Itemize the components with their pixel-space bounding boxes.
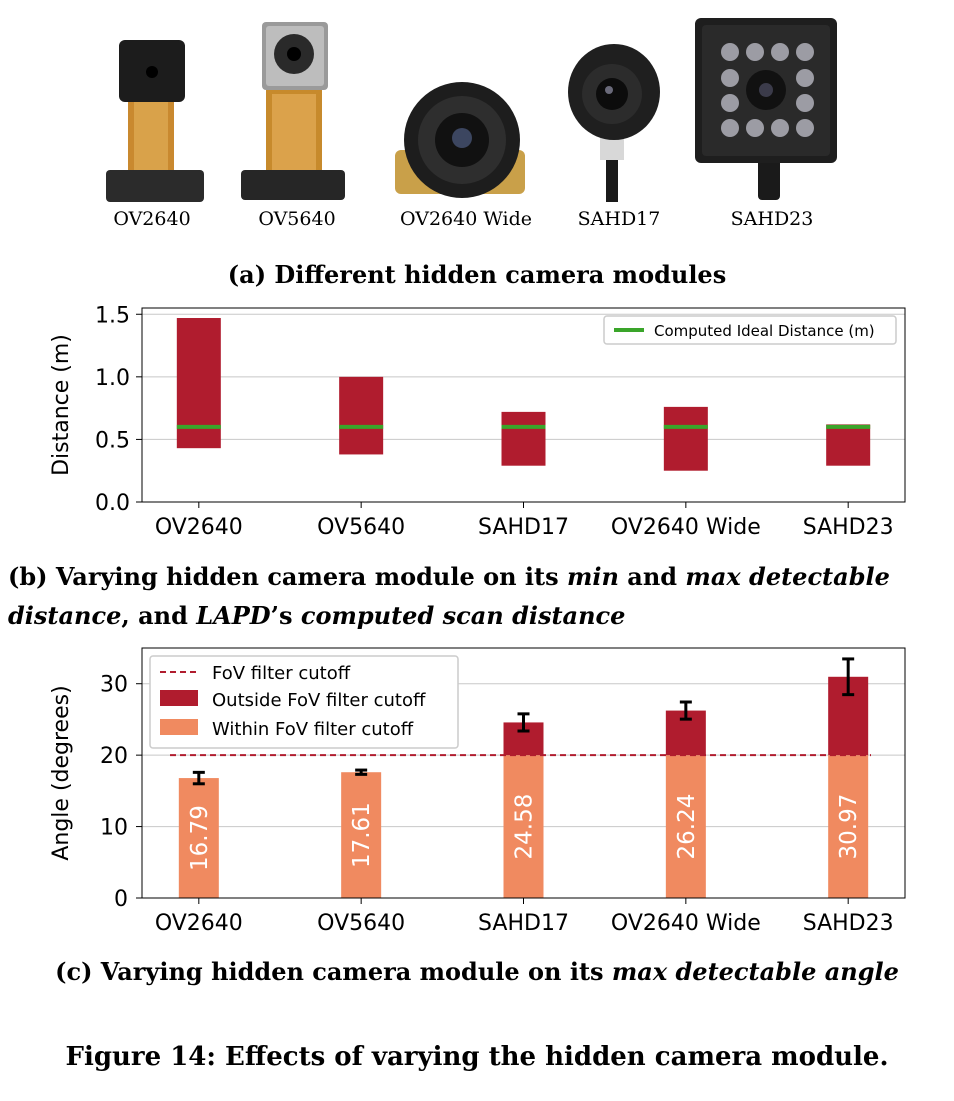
bar-value-label: 17.61 [349,802,375,868]
panel-b-caption-scan: computed scan distance [300,601,626,630]
y-tick-label: 10 [100,816,128,841]
y-tick-label: 20 [100,744,128,769]
x-tick-label: OV2640 [155,515,243,540]
y-tick-label: 0.5 [95,428,130,453]
plot-frame [141,647,906,899]
x-tick-label: OV5640 [317,911,405,936]
ov5640-module-photo [241,22,345,200]
y-tick-label: 1.0 [95,366,130,391]
y-axis-label: Distance (m) [49,334,74,476]
y-tick-label: 0.0 [95,491,130,516]
x-tick-label: OV2640 Wide [611,911,761,936]
y-tick-label: 0 [114,887,128,912]
panel-b-caption-max: max detectable [685,562,890,591]
bar-value-label: 16.79 [187,805,213,871]
x-tick-label: SAHD23 [803,515,894,540]
sahd17-module-photo [568,44,660,202]
x-tick-label: SAHD17 [478,515,569,540]
within-cutoff-bar [665,755,706,898]
range-bar [826,424,871,466]
panel-b-caption-line1: (b) Varying hidden camera module on its … [8,562,890,591]
angle-chart: 0 10 20 30 16.79 OV2640 17.61 OV5640 24.58 SAHD17… [49,647,906,936]
bar-value-label: 26.24 [674,794,700,860]
legend-label-outside: Outside FoV filter cutoff [212,690,426,711]
panel-a-caption: (a) Different hidden camera modules [227,260,727,289]
range-bar [339,376,384,455]
x-tick-label: OV2640 Wide [611,515,761,540]
legend-label-within: Within FoV filter cutoff [212,719,414,740]
ov2640-module-photo [106,40,204,202]
panel-b-caption-text3: , and [121,601,197,630]
y-tick-label: 30 [100,673,128,698]
panel-c-caption-text: (c) Varying hidden camera module on its [55,957,612,986]
camera-label-ov2640-wide: OV2640 Wide [399,208,533,230]
panel-b-caption-min: min [566,562,619,591]
x-tick-label: OV5640 [317,515,405,540]
plot-frame [141,307,906,503]
x-tick-label: SAHD17 [478,911,569,936]
range-bar [663,406,708,471]
within-cutoff-bar [503,755,544,898]
legend-label-ideal: Computed Ideal Distance (m) [654,322,875,340]
y-axis-label: Angle (degrees) [49,685,74,860]
within-cutoff-bar [828,755,869,898]
camera-label-ov5640: OV5640 [258,208,336,230]
legend-box [603,315,897,345]
legend-swatch-within [160,719,198,735]
sahd23-module-photo [695,18,837,200]
figure-caption: Figure 14: Effects of varying the hidden… [65,1042,889,1072]
panel-b-caption-text4: ’s [270,601,301,630]
camera-label-sahd23: SAHD23 [730,208,814,230]
panel-b-caption-text2: and [618,562,686,591]
panel-b-caption-text1: (b) Varying hidden camera module on its [8,562,567,591]
panel-b-caption-line2: distance, and LAPD’s computed scan dista… [8,601,625,630]
bar-value-label: 30.97 [836,794,862,860]
legend-label-cutoff: FoV filter cutoff [212,663,351,684]
legend-swatch-outside [160,690,198,706]
panel-b-caption-distance: distance [8,601,122,630]
legend-box [149,655,459,749]
panel-c-caption-angle: max detectable angle [611,957,899,986]
x-tick-label: OV2640 [155,911,243,936]
within-cutoff-bar [178,778,219,898]
y-tick-label: 1.5 [95,303,130,328]
distance-chart: 0.0 0.5 1.0 1.5 OV2640 OV5640 SAHD17 OV2640 Wid… [49,303,906,540]
camera-modules-photo-row [106,18,837,202]
range-bar [501,411,546,466]
panel-b-caption-lapd: LAPD [196,601,271,630]
x-tick-label: SAHD23 [803,911,894,936]
camera-label-ov2640: OV2640 [113,208,191,230]
camera-label-sahd17: SAHD17 [577,208,661,230]
panel-c-caption: (c) Varying hidden camera module on its … [0,957,954,986]
within-cutoff-bar [341,772,382,898]
ov2640-wide-module-photo [395,82,525,198]
bar-value-label: 24.58 [512,794,538,860]
